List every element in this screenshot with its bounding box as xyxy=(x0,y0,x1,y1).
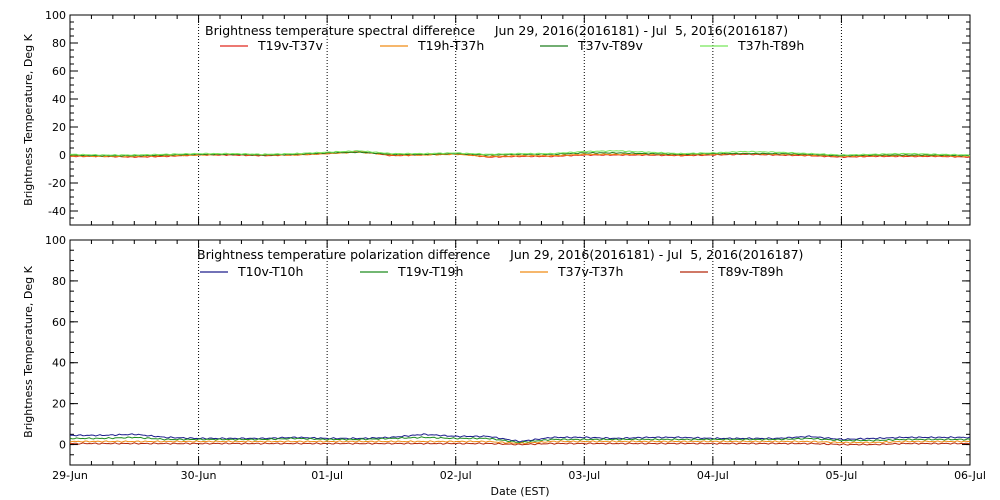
y-tick-label: 0 xyxy=(59,149,66,162)
x-tick-label: 01-Jul xyxy=(311,469,343,482)
series-line-t10v-t10h xyxy=(69,433,971,443)
axis-ticks-polarization xyxy=(69,239,971,466)
y-tick-label: 60 xyxy=(52,65,66,78)
chart-title-polarization: Brightness temperature polarization diff… xyxy=(197,247,803,262)
chart-title-spectral: Brightness temperature spectral differen… xyxy=(205,23,788,38)
y-tick-label: 0 xyxy=(59,439,66,452)
series-line-t37v-t37h xyxy=(69,440,971,445)
y-tick-label: 20 xyxy=(52,121,66,134)
x-axis-title: Date (EST) xyxy=(490,485,549,498)
legend-label: T89v-T89h xyxy=(717,264,783,279)
axis-ticks-spectral xyxy=(69,14,971,226)
series-line-t37v-t89v xyxy=(69,151,971,157)
y-tick-label: 80 xyxy=(52,275,66,288)
panel-polarization-difference: 0 20 40 60 80 100 29-Jun 30-Jun 01-Jul 02-Jul 03-… xyxy=(22,234,986,498)
y-tick-label: 80 xyxy=(52,37,66,50)
x-tick-labels-polarization: 29-Jun 30-Jun 01-Jul 02-Jul 03-Jul 04-Jul 05-J… xyxy=(52,469,986,482)
y-axis-title-polarization: Brightness Temperature, Deg K xyxy=(22,265,35,437)
panel-spectral-difference: -40 -20 0 20 40 60 80 100 Brightness temperatur… xyxy=(22,9,971,226)
legend-label: T10v-T10h xyxy=(237,264,303,279)
legend-polarization: T10v-T10h T19v-T19h T37v-T37h T89v-T89h xyxy=(200,264,783,279)
series-line-t19v-t19h xyxy=(69,436,971,444)
y-tick-label: 40 xyxy=(52,93,66,106)
x-tick-label: 04-Jul xyxy=(697,469,729,482)
y-tick-label: -20 xyxy=(48,177,66,190)
x-tick-label: 05-Jul xyxy=(825,469,857,482)
y-tick-label: 100 xyxy=(45,234,66,247)
y-tick-labels-polarization: 0 20 40 60 80 100 xyxy=(45,234,66,452)
legend-label: T37h-T89h xyxy=(737,38,804,53)
plot-frame-spectral xyxy=(69,14,971,226)
y-tick-label: 100 xyxy=(45,9,66,22)
series-lines-polarization xyxy=(69,433,971,446)
x-tick-label: 06-Jul xyxy=(954,469,986,482)
series-line-t89v-t89h xyxy=(69,442,971,446)
plot-frame-polarization xyxy=(69,239,971,466)
series-lines-spectral xyxy=(69,149,971,159)
date-gridlines-spectral xyxy=(198,15,842,225)
legend-label: T37v-T37h xyxy=(557,264,623,279)
x-tick-label: 03-Jul xyxy=(568,469,600,482)
legend-spectral: T19v-T37v T19h-T37h T37v-T89v T37h-T89h xyxy=(220,38,804,53)
y-tick-label: 40 xyxy=(52,357,66,370)
x-tick-label: 29-Jun xyxy=(52,469,88,482)
y-tick-labels-spectral: -40 -20 0 20 40 60 80 100 xyxy=(45,9,66,218)
y-tick-label: 60 xyxy=(52,316,66,329)
legend-label: T37v-T89v xyxy=(577,38,644,53)
x-tick-label: 30-Jun xyxy=(181,469,217,482)
series-line-t37h-t89h xyxy=(69,149,971,156)
y-tick-label: -40 xyxy=(48,205,66,218)
x-tick-label: 02-Jul xyxy=(440,469,472,482)
legend-label: T19v-T37v xyxy=(257,38,324,53)
y-tick-label: 20 xyxy=(52,398,66,411)
y-axis-title-spectral: Brightness Temperature, Deg K xyxy=(22,33,35,205)
legend-label: T19h-T37h xyxy=(417,38,484,53)
legend-label: T19v-T19h xyxy=(397,264,463,279)
